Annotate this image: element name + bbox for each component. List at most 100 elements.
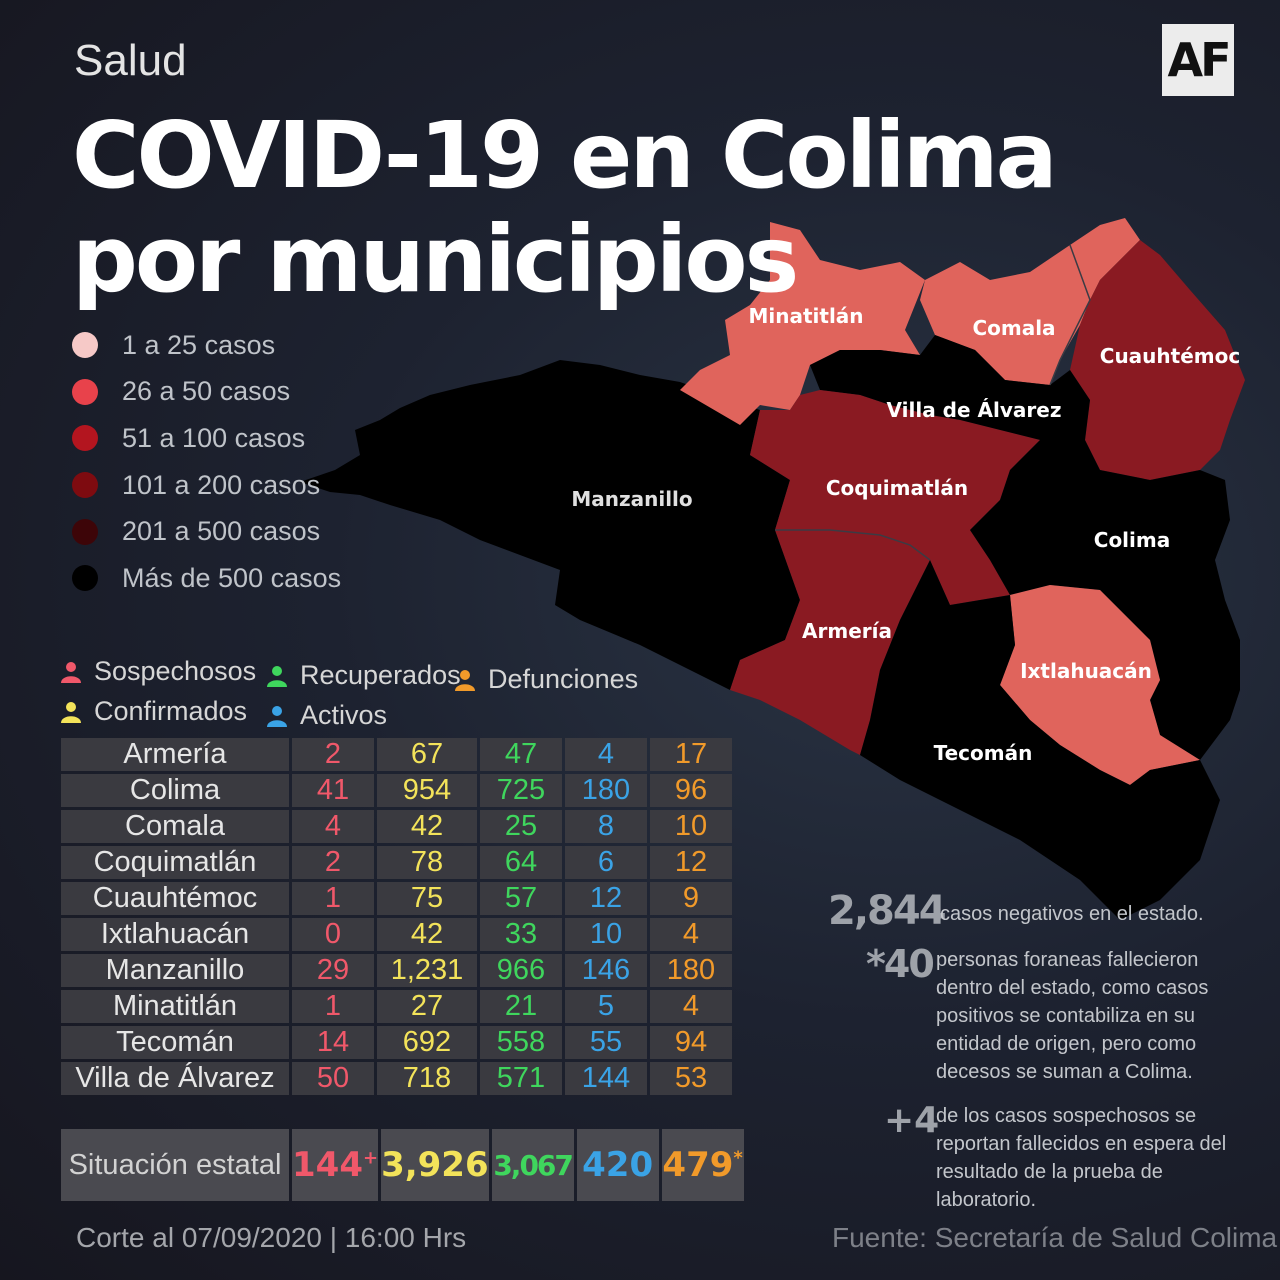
recuperados-cell: 47: [480, 738, 562, 771]
legend-item: Más de 500 casos: [72, 555, 341, 602]
confirmados-cell: 954: [377, 774, 477, 807]
activos-cell: 12: [565, 882, 647, 915]
table-row: Cuauhtémoc 1 75 57 12 9: [61, 882, 732, 915]
map-manzanillo: [300, 360, 800, 690]
person-icon: [455, 669, 475, 691]
category-confirmados: Confirmados: [60, 696, 247, 727]
defunciones-cell: 180: [650, 954, 732, 987]
table-row: Comala 4 42 25 8 10: [61, 810, 732, 843]
defunciones-cell: 9: [650, 882, 732, 915]
brand-logo: AF: [1162, 24, 1234, 96]
map-armeria: [730, 530, 930, 755]
legend-dot: [72, 472, 98, 499]
defunciones-cell: 17: [650, 738, 732, 771]
totals-row: Situación estatal 144+ 3,926 3,067 420 4…: [61, 1129, 744, 1201]
sospechosos-cell: 41: [292, 774, 374, 807]
municipio-name: Minatitlán: [61, 990, 289, 1023]
recuperados-cell: 33: [480, 918, 562, 951]
sospechosos-cell: 4: [292, 810, 374, 843]
legend-item: 51 a 100 casos: [72, 415, 341, 462]
sospechosos-cell: 1: [292, 882, 374, 915]
source-credit: Fuente: Secretaría de Salud Colima: [832, 1222, 1278, 1253]
category-sospechosos: Sospechosos: [60, 656, 256, 687]
activos-cell: 8: [565, 810, 647, 843]
defunciones-cell: 94: [650, 1026, 732, 1059]
municipio-name: Coquimatlán: [61, 846, 289, 879]
category-label: Sospechosos: [94, 656, 257, 686]
sospechosos-cell: 2: [292, 846, 374, 879]
map-label-comala: Comala: [972, 316, 1055, 340]
color-legend: 1 a 25 casos 26 a 50 casos 51 a 100 caso…: [72, 322, 341, 602]
map-cuauhtemoc: [1070, 240, 1245, 480]
map-label-villa: Villa de Álvarez: [887, 398, 1062, 422]
person-icon: [267, 665, 287, 687]
total-recuperados: 3,067: [491, 1129, 574, 1201]
category-defunciones: Defunciones: [454, 664, 638, 695]
confirmados-cell: 718: [377, 1062, 477, 1095]
legend-label: 101 a 200 casos: [122, 469, 321, 500]
category-label: Defunciones: [488, 664, 639, 694]
cutoff-date: Corte al 07/09/2020 | 16:00 Hrs: [76, 1222, 467, 1253]
defunciones-cell: 4: [650, 990, 732, 1023]
map-colima: [970, 440, 1240, 760]
legend-label: Más de 500 casos: [122, 562, 342, 593]
confirmados-cell: 27: [377, 990, 477, 1023]
foraneas-text: personas foraneas fallecieron dentro del…: [936, 949, 1209, 1083]
confirmados-cell: 67: [377, 738, 477, 771]
confirmados-cell: 75: [377, 882, 477, 915]
table-row: Colima 41 954 725 180 96: [61, 774, 732, 807]
recuperados-cell: 25: [480, 810, 562, 843]
activos-cell: 144: [565, 1062, 647, 1095]
legend-dot: [72, 565, 98, 592]
activos-cell: 5: [565, 990, 647, 1023]
legend-item: 201 a 500 casos: [72, 508, 341, 555]
category-label: Activos: [300, 700, 388, 730]
defunciones-cell: 10: [650, 810, 732, 843]
table-row: Armería 2 67 47 4 17: [61, 738, 732, 771]
map-borders: [775, 244, 1091, 561]
category-legend: Sospechosos Confirmados Recuperados Acti…: [58, 652, 658, 732]
sospechosos-cell: 14: [292, 1026, 374, 1059]
map-label-tecoman: Tecomán: [934, 741, 1033, 765]
title-line-2: por municipios: [72, 206, 799, 313]
map-ixtlahuacan: [1000, 585, 1200, 785]
total-defunciones: 479*: [661, 1129, 744, 1201]
table-row: Manzanillo 29 1,231 966 146 180: [61, 954, 732, 987]
recuperados-cell: 571: [480, 1062, 562, 1095]
map-label-cuauhtemoc: Cuauhtémoc: [1100, 344, 1240, 368]
page-title: COVID-19 en Colima por municipios: [72, 102, 1058, 313]
table-row: Coquimatlán 2 78 64 6 12: [61, 846, 732, 879]
municipio-name: Villa de Álvarez: [61, 1062, 289, 1095]
legend-dot: [72, 332, 98, 359]
defunciones-cell: 4: [650, 918, 732, 951]
legend-item: 1 a 25 casos: [72, 322, 341, 369]
category-activos: Activos: [266, 700, 387, 731]
total-activos: 420: [576, 1129, 659, 1201]
recuperados-cell: 57: [480, 882, 562, 915]
totals-table: Situación estatal 144+ 3,926 3,067 420 4…: [58, 1126, 747, 1204]
activos-cell: 55: [565, 1026, 647, 1059]
municipio-name: Ixtlahuacán: [61, 918, 289, 951]
recuperados-cell: 725: [480, 774, 562, 807]
legend-dot: [72, 425, 98, 452]
defunciones-cell: 96: [650, 774, 732, 807]
map-villa: [810, 335, 1090, 440]
table-row: Minatitlán 1 27 21 5 4: [61, 990, 732, 1023]
map-label-coquimatlan: Coquimatlán: [826, 476, 968, 500]
title-line-1: COVID-19 en Colima: [72, 102, 1058, 209]
map-label-ixtlahuacan: Ixtlahuacán: [1020, 659, 1152, 683]
sospechosos-cell: 2: [292, 738, 374, 771]
recuperados-cell: 966: [480, 954, 562, 987]
recuperados-cell: 21: [480, 990, 562, 1023]
map-comala: [920, 218, 1140, 385]
activos-cell: 10: [565, 918, 647, 951]
municipio-name: Manzanillo: [61, 954, 289, 987]
activos-cell: 180: [565, 774, 647, 807]
total-sospechosos: 144+: [292, 1129, 379, 1201]
section-label: Salud: [74, 36, 187, 85]
map-label-manzanillo: Manzanillo: [571, 487, 692, 511]
confirmados-cell: 42: [377, 918, 477, 951]
sospechosos-cell: 0: [292, 918, 374, 951]
municipio-name: Colima: [61, 774, 289, 807]
